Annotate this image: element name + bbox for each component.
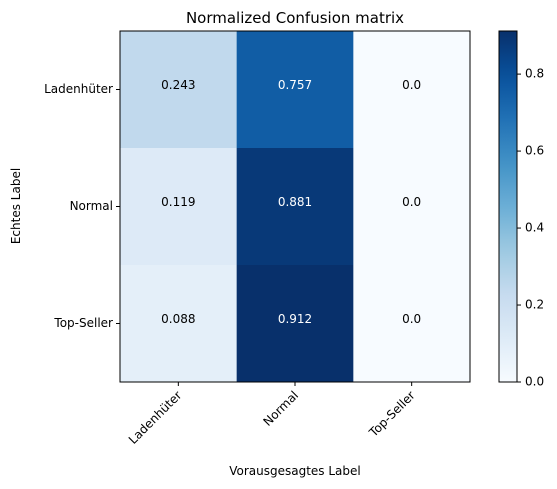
- heatmap-cell: [120, 31, 238, 149]
- y-axis-ticks: Ladenhüter Normal Top-Seller: [44, 82, 120, 330]
- cell-value-label: 0.881: [278, 195, 312, 209]
- colorbar-tick-label: 0.4: [525, 221, 544, 235]
- y-tick-label: Normal: [70, 199, 113, 213]
- chart-title: Normalized Confusion matrix: [186, 9, 404, 27]
- x-tick-label: Normal: [261, 388, 302, 429]
- colorbar-tick-label: 0.6: [525, 144, 544, 158]
- heatmap-cells: [120, 31, 471, 383]
- heatmap-cell: [120, 148, 238, 266]
- colorbar-ticks: 0.0 0.2 0.4 0.6 0.8: [517, 67, 544, 389]
- cell-value-label: 0.119: [161, 195, 195, 209]
- y-tick-label: Ladenhüter: [44, 82, 113, 96]
- cell-value-label: 0.912: [278, 312, 312, 326]
- colorbar-tick-label: 0.8: [525, 67, 544, 81]
- cell-value-label: 0.243: [161, 78, 195, 92]
- x-tick-label: Top-Seller: [366, 388, 418, 440]
- heatmap-cell: [120, 265, 238, 383]
- heatmap-cell: [353, 265, 471, 383]
- heatmap-cell: [236, 265, 354, 383]
- heatmap-cell: [236, 31, 354, 149]
- cell-value-label: 0.0: [402, 78, 421, 92]
- x-axis-label: Vorausgesagtes Label: [229, 464, 361, 478]
- cell-value-label: 0.088: [161, 312, 195, 326]
- colorbar-tick-label: 0.0: [525, 375, 544, 389]
- heatmap-cell: [353, 148, 471, 266]
- cell-value-label: 0.757: [278, 78, 312, 92]
- x-axis-ticks: Ladenhüter Normal Top-Seller: [126, 382, 418, 447]
- colorbar-tick-label: 0.2: [525, 298, 544, 312]
- cell-value-label: 0.0: [402, 312, 421, 326]
- heatmap-cell: [236, 148, 354, 266]
- x-tick-label: Ladenhüter: [126, 388, 185, 447]
- colorbar: [498, 30, 518, 383]
- heatmap-cell: [353, 31, 471, 149]
- cell-value-label: 0.0: [402, 195, 421, 209]
- y-tick-label: Top-Seller: [53, 316, 113, 330]
- y-axis-label: Echtes Label: [9, 168, 23, 244]
- heatmap-cell-labels: 0.243 0.757 0.0 0.119 0.881 0.0 0.088 0.912 0.0: [161, 78, 421, 326]
